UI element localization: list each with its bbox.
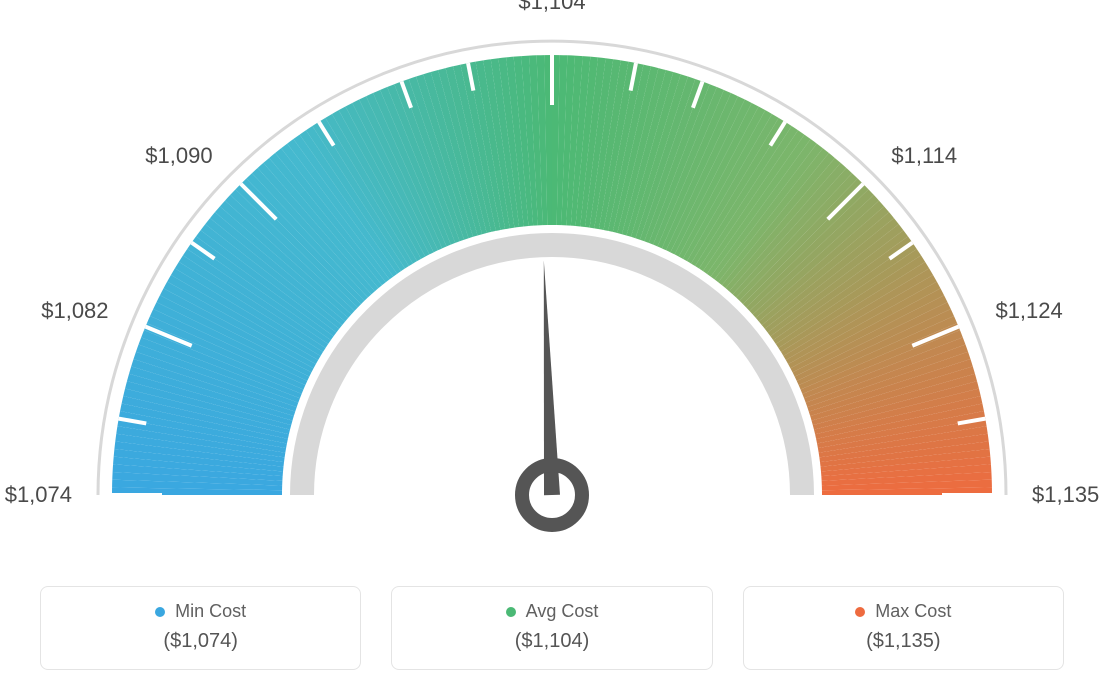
card-avg-label: Avg Cost [526, 601, 599, 622]
card-min-label: Min Cost [175, 601, 246, 622]
gauge-svg [0, 0, 1104, 560]
gauge-chart-container: $1,074 $1,082 $1,090 $1,104 $1,114 $1,124 $1,1… [0, 0, 1104, 690]
dot-min [155, 607, 165, 617]
dot-avg [506, 607, 516, 617]
gauge-tick-label: $1,114 [891, 143, 957, 169]
card-max-head: Max Cost [764, 601, 1043, 622]
gauge-tick-label: $1,090 [145, 143, 212, 169]
card-min-head: Min Cost [61, 601, 340, 622]
card-avg-cost: Avg Cost ($1,104) [391, 586, 712, 670]
card-avg-value: ($1,104) [412, 630, 691, 653]
card-max-cost: Max Cost ($1,135) [743, 586, 1064, 670]
card-max-value: ($1,135) [764, 630, 1043, 653]
card-avg-head: Avg Cost [412, 601, 691, 622]
gauge-tick-label: $1,135 [1032, 482, 1099, 508]
gauge-tick-label: $1,082 [41, 298, 108, 324]
card-max-label: Max Cost [875, 601, 951, 622]
card-min-value: ($1,074) [61, 630, 340, 653]
gauge-tick-label: $1,104 [518, 0, 585, 15]
dot-max [855, 607, 865, 617]
gauge-area: $1,074 $1,082 $1,090 $1,104 $1,114 $1,124 $1,1… [0, 0, 1104, 560]
summary-cards: Min Cost ($1,074) Avg Cost ($1,104) Max … [40, 586, 1064, 670]
card-min-cost: Min Cost ($1,074) [40, 586, 361, 670]
gauge-tick-label: $1,124 [995, 298, 1062, 324]
gauge-tick-label: $1,074 [5, 482, 72, 508]
